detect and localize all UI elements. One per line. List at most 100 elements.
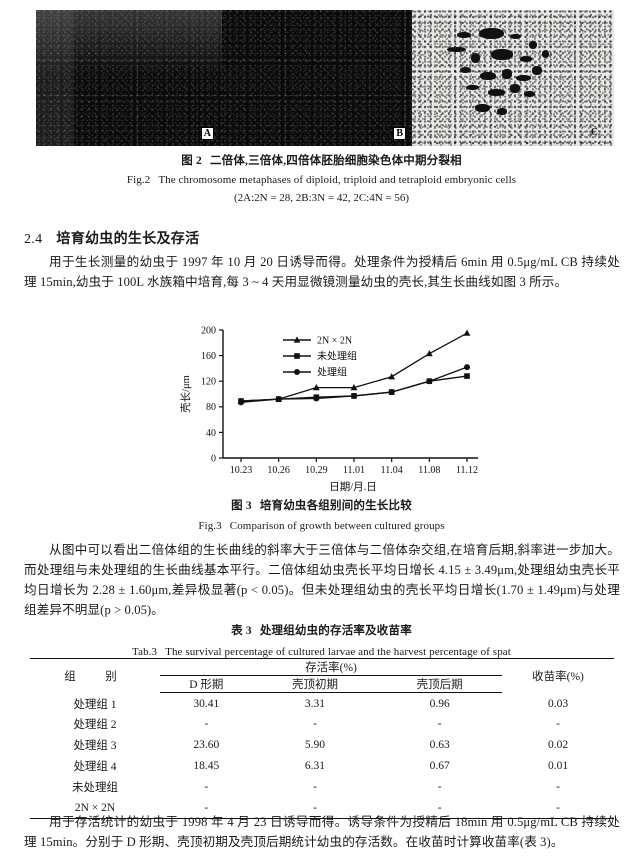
y-tick-label: 160 [201,351,216,362]
legend-marker [293,336,301,343]
survival-harvest-table: 组 别 存活率(%) 收苗率(%) D 形期 壳顶初期 壳顶后期 处理组 1 30… [30,658,614,819]
chart-series-layer [237,329,471,406]
series-line [240,332,468,402]
series-point [464,373,470,379]
x-tick-label: 11.01 [343,465,365,476]
table-cell-value: 0.96 [429,698,450,711]
table-cell-value: - [204,781,209,793]
y-tick-label: 0 [211,453,216,464]
header-sub-late-umbo: 壳顶后期 [377,675,502,693]
series-point [426,378,433,385]
section-number: 2.4 [24,232,43,247]
table-cell-group-name: 2N × 2N [74,801,116,814]
micrograph-panel-c: C [412,10,614,146]
table-cell-group-name: 处理组 3 [73,740,117,752]
table-cell-value: - [313,781,317,793]
table-cell-value: 30.41 [193,698,220,711]
y-tick-label: 200 [201,325,216,336]
figure2-caption-number-cn: 图 2 [181,155,202,167]
series-point [351,392,357,399]
table-cell-value: - [204,718,209,730]
y-tick-label: 120 [201,377,216,388]
growth-line-chart: 0 40 80 120 160 200 10.23 10.26 10.29 11.01 11.04… [179,325,478,493]
chromosome-cluster [428,24,586,130]
legend-label: 处理组 [317,366,347,379]
chart-series [237,329,471,404]
table-row: 处理组 1 30.41 3.31 0.96 0.03 [30,693,614,714]
micrograph-panel-a-left [36,10,74,146]
table-cell-value: 0.03 [547,698,569,710]
series-point [350,384,358,391]
table-header-row-group: 组 别 存活率(%) 收苗率(%) [30,658,614,683]
table-header-row-sub: D 形期 壳顶初期 壳顶后期 [30,675,614,693]
table-cell-value: - [437,801,442,814]
table-cell-value: 0.63 [429,739,450,751]
y-axis-ticks: 0 40 80 120 160 200 [201,325,223,464]
x-tick-label: 10.26 [267,465,290,476]
chart-series [238,364,470,406]
paragraph-survival-statistics: 用于存活统计的幼虫于 1998 年 4 月 23 日诱导而得。诱导条件为授精后 … [24,815,620,849]
table-cell-value: - [313,801,317,814]
table-cell-group-name: 处理组 4 [73,761,117,773]
figure2-caption: 图 2 二倍体,三倍体,四倍体胚胎细胞染色体中期分裂相 Fig.2 The chro… [0,152,643,204]
x-tick-label: 11.08 [418,465,440,476]
figure3-caption: 图 3 培育幼虫各组别间的生长比较 Fig.3 Comparison of grow… [0,497,643,532]
figure2-caption-number-en: Fig.2 [126,174,151,186]
x-tick-label: 10.23 [230,465,253,476]
table3-caption: 表 3 处理组幼虫的存活率及收苗率 Tab.3 The survival perce… [0,622,643,658]
figure3-growth-chart: 0 40 80 120 160 200 10.23 10.26 10.29 11.01 11.04… [175,322,490,494]
table-cell-group-name: 处理组 2 [73,719,117,731]
series-point [313,395,320,402]
paragraph-growth-analysis: 从图中可以看出二倍体组的生长曲线的斜率大于三倍体与二倍体杂交组,在培育后期,斜率… [24,543,620,617]
table3-caption-text-cn: 处理组幼虫的存活率及收苗率 [259,625,412,637]
table-row: 未处理组 - - - - [30,777,614,798]
table-cell-value: 3.31 [304,698,326,711]
x-tick-label: 11.04 [381,465,403,476]
header-sub-d-stage: D 形期 [160,675,253,693]
table3-caption-number-en: Tab.3 [132,646,158,658]
table-cell-group-name: 处理组 1 [73,699,117,711]
section-heading-2-4: 2.4 培育幼虫的生长及存活 [24,228,199,248]
table3-container: 组 别 存活率(%) 收苗率(%) D 形期 壳顶初期 壳顶后期 处理组 1 30… [30,658,614,819]
y-axis-label: 壳长/μm [179,375,192,413]
series-point [238,399,244,406]
table-row: 处理组 4 18.45 6.31 0.67 0.01 [30,756,614,777]
table-row: 处理组 3 23.60 5.90 0.63 0.02 [30,735,614,756]
header-harvest-column: 收苗率(%) [532,670,584,683]
legend-label: 2N × 2N [317,336,352,347]
figure3-caption-text-en: Comparison of growth between cultured gr… [229,520,445,532]
panel-label-a: A [200,127,214,140]
paragraph-growth-measurement: 用于生长测量的幼虫于 1997 年 10 月 20 日诱导而得。处理条件为授精后… [24,255,620,289]
legend-marker [294,369,300,375]
header-group-column: 组 别 [64,670,126,683]
table-cell-value: 0.01 [547,760,569,772]
table-head: 组 别 存活率(%) 收苗率(%) D 形期 壳顶初期 壳顶后期 [30,658,614,693]
table-cell-value: 6.31 [304,760,326,772]
series-point [312,384,320,391]
x-tick-label: 10.29 [305,465,328,476]
figure2-caption-text-cn: 二倍体,三倍体,四倍体胚胎细胞染色体中期分裂相 [209,155,462,167]
panel-label-c: C [590,127,598,138]
figure3-caption-number-cn: 图 3 [231,500,252,512]
legend-marker [294,353,300,359]
x-tick-label: 11.12 [456,465,478,476]
table-body: 处理组 1 30.41 3.31 0.96 0.03 处理组 2 - - - - 处理组 3 23.6… [30,693,614,819]
section-title: 培育幼虫的生长及存活 [56,232,200,247]
table-row: 处理组 2 - - - - [30,714,614,735]
y-tick-label: 40 [206,428,216,439]
series-point [388,389,395,396]
legend-label: 未处理组 [317,350,357,363]
header-survival-group: 存活率(%) [160,658,502,676]
figure3-caption-text-cn: 培育幼虫各组别间的生长比较 [259,500,412,512]
table-cell-value: - [556,781,560,793]
table-cell-value: - [556,801,560,814]
x-axis-ticks: 10.23 10.26 10.29 11.01 11.04 11.08 11.12 [230,458,478,476]
table-cell-value: 18.45 [193,760,220,772]
series-point [464,364,470,371]
table-row: 2N × 2N - - - - [30,798,614,819]
figure2-caption-subnote: (2A:2N = 28, 2B:3N = 42, 2C:4N = 56) [233,192,410,204]
table-cell-value: - [437,781,442,793]
table-cell-group-name: 未处理组 [72,782,118,794]
table-cell-value: 0.02 [547,739,569,751]
